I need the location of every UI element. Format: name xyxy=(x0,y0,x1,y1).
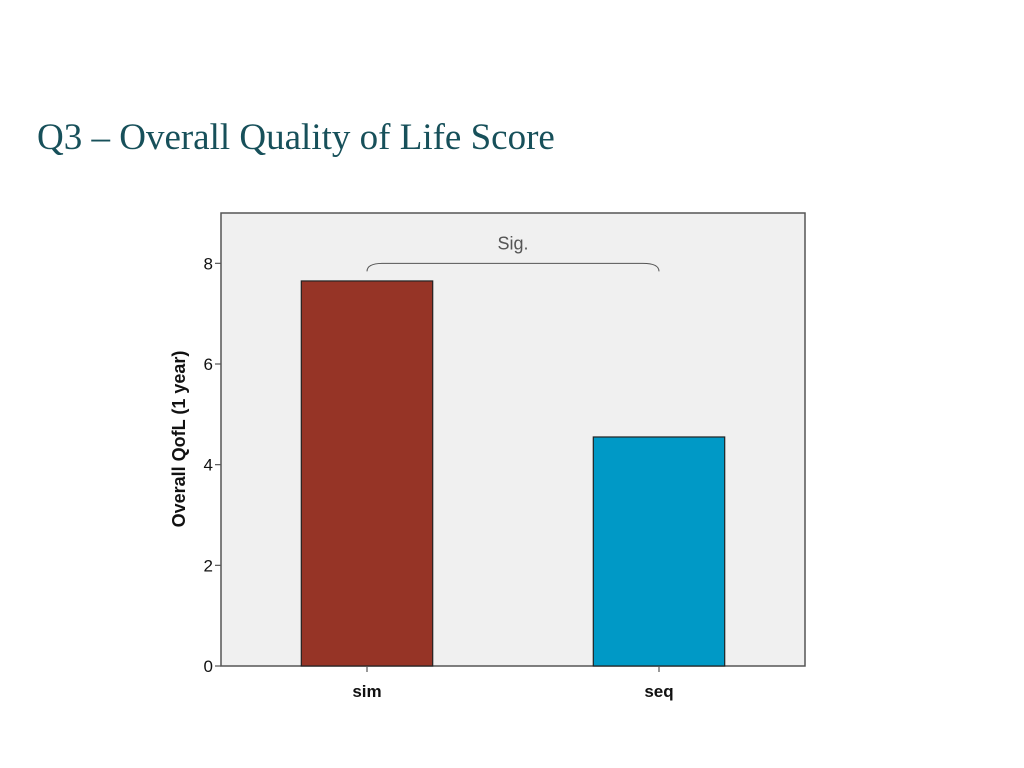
x-tick-label-seq: seq xyxy=(644,682,673,701)
y-tick-label: 0 xyxy=(204,657,213,676)
annotations: Sig. xyxy=(366,233,660,272)
x-axis: sim seq xyxy=(352,666,674,701)
bar-sim xyxy=(300,280,434,667)
y-tick-label: 6 xyxy=(204,355,213,374)
y-axis: 0 2 4 6 8 xyxy=(204,254,221,676)
x-tick-label-sim: sim xyxy=(352,682,381,701)
slide-title: Q3 – Overall Quality of Life Score xyxy=(37,117,555,158)
significance-bracket xyxy=(366,262,660,272)
bars xyxy=(300,280,726,667)
y-axis-title: Overall QofL (1 year) xyxy=(169,351,189,528)
y-tick-label: 2 xyxy=(204,556,213,575)
bar-seq xyxy=(592,436,726,667)
y-tick-label: 8 xyxy=(204,254,213,273)
y-tick-label: 4 xyxy=(204,456,213,475)
significance-label: Sig. xyxy=(497,233,528,253)
